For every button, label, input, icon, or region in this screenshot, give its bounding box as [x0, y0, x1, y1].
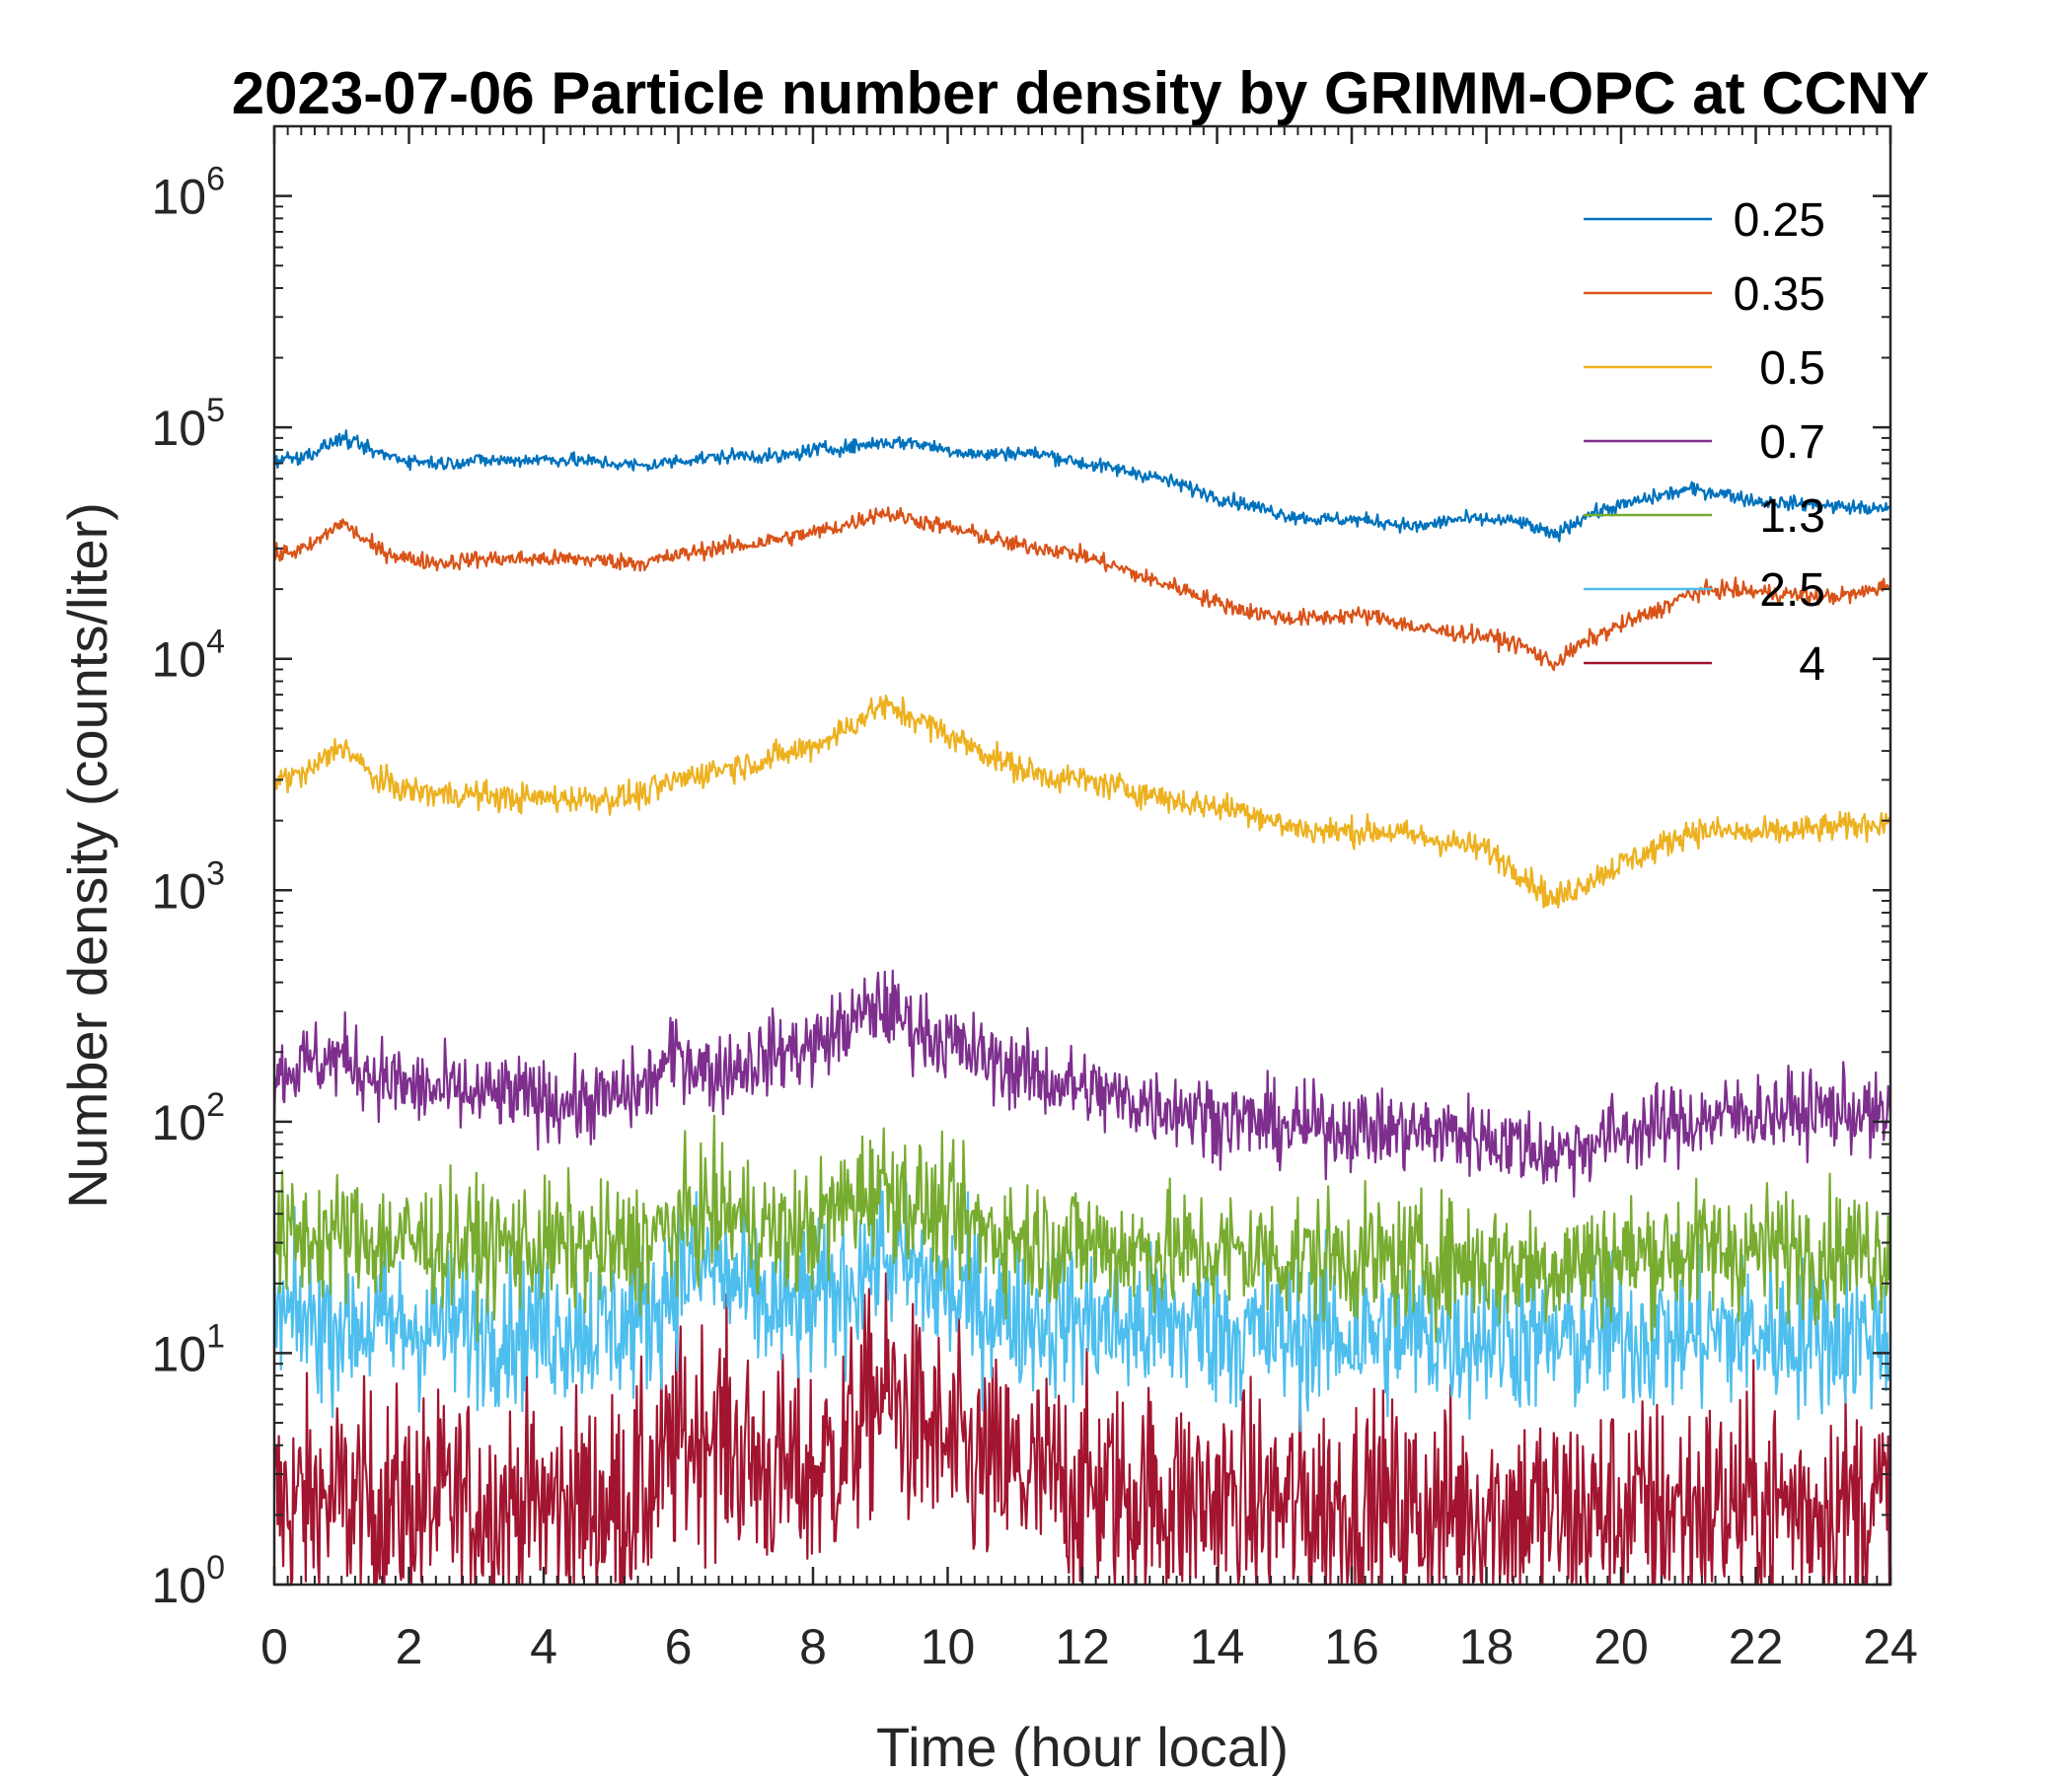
- plot-area: [272, 429, 1892, 1587]
- x-tick-label: 0: [260, 1619, 288, 1674]
- x-tick-label: 10: [921, 1619, 976, 1674]
- y-tick-label: 106: [151, 161, 225, 225]
- y-tick-label: 104: [151, 624, 225, 688]
- legend-label: 0.5: [1759, 342, 1825, 395]
- y-tick-label: 101: [151, 1317, 225, 1381]
- x-tick-label: 6: [665, 1619, 693, 1674]
- y-tick-label: 102: [151, 1086, 225, 1150]
- series-line-0-7: [272, 969, 1892, 1198]
- chart-title: 2023-07-06 Particle number density by GR…: [232, 60, 1930, 126]
- series-line-1-3: [273, 1114, 1892, 1343]
- x-axis-label: Time (hour local): [876, 1716, 1289, 1776]
- y-tick-label: 100: [151, 1549, 225, 1613]
- axis-ticks: 0 2 4 6 8 10 12 14 16 18 20 22 241001011021031041051…: [151, 125, 1918, 1674]
- x-tick-label: 24: [1863, 1619, 1918, 1674]
- x-tick-label: 16: [1324, 1619, 1379, 1674]
- legend-label: 1.3: [1759, 490, 1825, 543]
- legend-label: 0.35: [1734, 268, 1825, 321]
- x-tick-label: 4: [530, 1619, 557, 1674]
- y-axis-label: Number density (counts/liter): [56, 502, 118, 1209]
- legend-label: 2.5: [1759, 564, 1825, 617]
- legend-label: 0.25: [1734, 194, 1825, 247]
- series-line-0-5: [272, 694, 1892, 909]
- y-tick-label: 105: [151, 392, 225, 456]
- x-tick-label: 22: [1729, 1619, 1784, 1674]
- x-tick-label: 20: [1593, 1619, 1649, 1674]
- x-tick-label: 14: [1190, 1619, 1245, 1674]
- y-tick-label: 103: [151, 854, 225, 919]
- x-tick-label: 18: [1459, 1619, 1515, 1674]
- x-tick-label: 12: [1055, 1619, 1110, 1674]
- legend-label: 0.7: [1759, 416, 1825, 469]
- x-tick-label: 2: [396, 1619, 423, 1674]
- x-tick-label: 8: [799, 1619, 827, 1674]
- legend-label: 4: [1799, 638, 1825, 691]
- legend: 0.25 0.35 0.5 0.7 1.3 2.5 4: [1584, 194, 1825, 691]
- series-line-0-25: [272, 429, 1891, 543]
- series-line-0-35: [272, 506, 1891, 672]
